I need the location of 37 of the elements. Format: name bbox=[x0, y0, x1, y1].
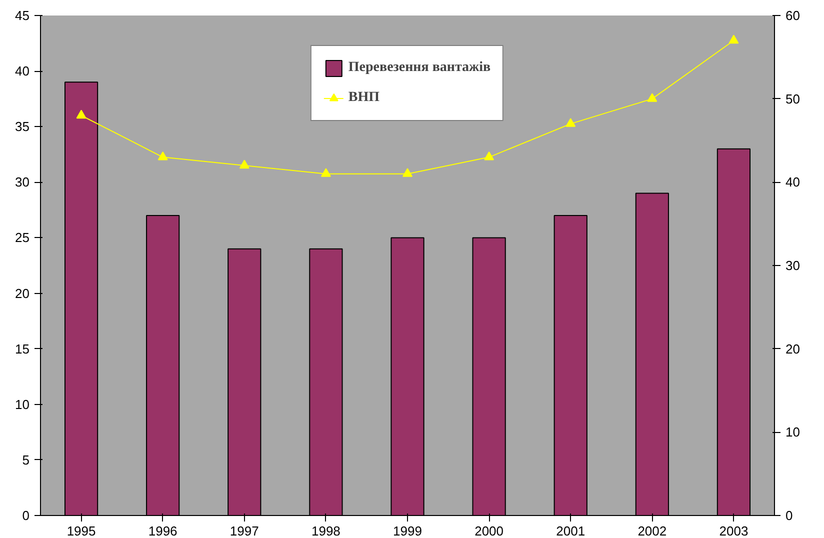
point bbox=[647, 93, 658, 102]
y2-tick-label: 20 bbox=[786, 341, 800, 356]
x-tick-label: 1995 bbox=[66, 524, 96, 538]
y-tick-label: 20 bbox=[15, 286, 30, 301]
x-tick-label: 1998 bbox=[311, 524, 340, 538]
y-tick-label: 35 bbox=[15, 119, 30, 134]
point bbox=[728, 34, 739, 44]
y2-tick-label: 10 bbox=[786, 424, 800, 440]
legend-label: ВНП bbox=[348, 90, 380, 106]
y-tick-label: 15 bbox=[15, 341, 30, 356]
x-tick-label: 1996 bbox=[148, 524, 178, 538]
point bbox=[402, 168, 412, 177]
y2-tick-label: 30 bbox=[786, 258, 800, 273]
point bbox=[158, 151, 168, 160]
y-tick-label: 40 bbox=[15, 64, 30, 79]
y-tick-label: 5 bbox=[22, 452, 30, 468]
y2-tick-label: 50 bbox=[786, 91, 800, 106]
x-tick-label: 2000 bbox=[474, 524, 504, 538]
point bbox=[239, 160, 250, 169]
point bbox=[76, 110, 86, 119]
y-tick-label: 25 bbox=[15, 230, 30, 246]
point bbox=[484, 151, 494, 160]
y-tick-label: 45 bbox=[15, 8, 30, 23]
x-tick-label: 1997 bbox=[230, 524, 259, 538]
point bbox=[320, 168, 331, 177]
legend-label: Перевезення вантажів bbox=[348, 60, 491, 76]
y2-tick-label: 60 bbox=[786, 8, 800, 23]
x-tick-label: 2001 bbox=[556, 524, 586, 538]
point bbox=[566, 118, 576, 127]
x-tick-label: 2003 bbox=[719, 524, 748, 538]
y-tick-label: 30 bbox=[15, 174, 30, 190]
y-tick-label: 10 bbox=[15, 396, 30, 412]
y2-tick-label: 0 bbox=[786, 508, 793, 523]
x-tick-label: 1999 bbox=[393, 524, 422, 538]
y2-tick-label: 40 bbox=[786, 174, 800, 190]
y-tick-label: 0 bbox=[22, 508, 30, 523]
x-tick-label: 2002 bbox=[638, 524, 667, 538]
